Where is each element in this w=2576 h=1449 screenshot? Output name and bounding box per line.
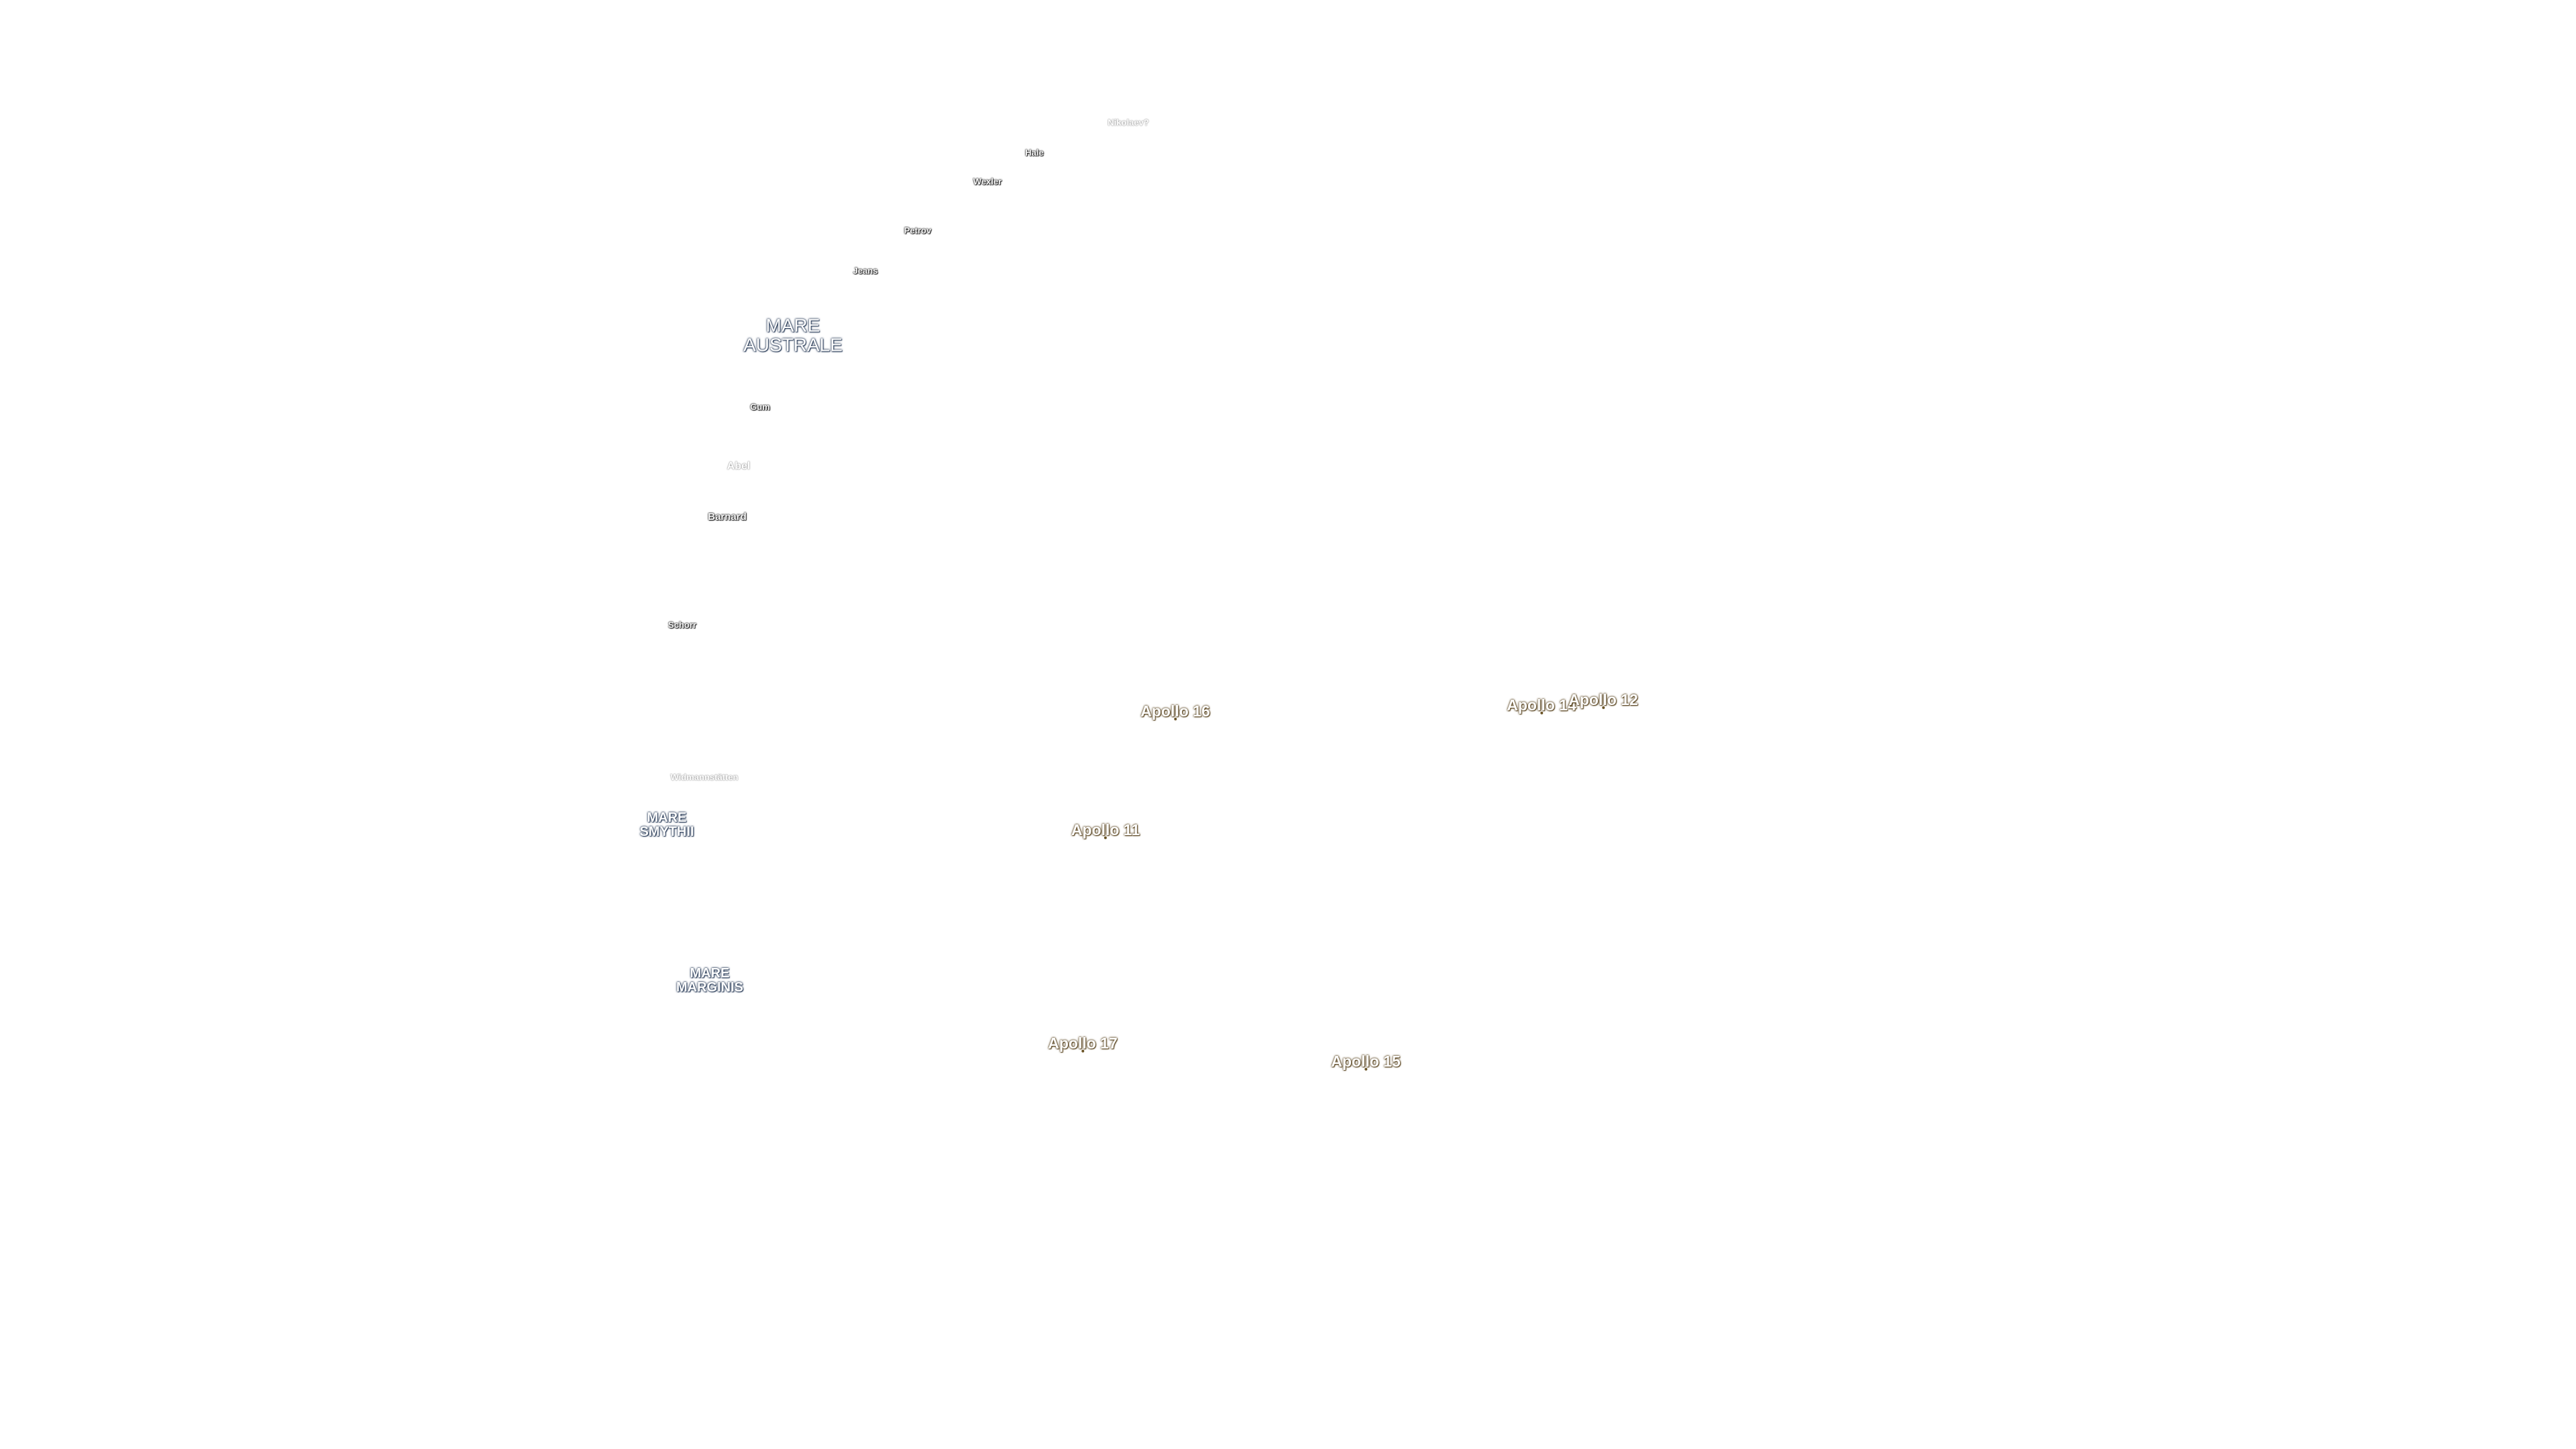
crater-label-barnard: Barnard [708,511,747,523]
crater-label-widmannstatten: Widmannstätten [670,772,739,783]
mare-label-smythii: MARE SMYTHII [639,810,694,839]
landing-site-label: Apollo 12 [1568,690,1638,708]
landing-site-marker [1104,837,1107,840]
landing-site-label: Apollo 17 [1048,1034,1118,1052]
landing-site-label: Apollo 11 [1071,820,1140,839]
crater-label-petrov: Petrov [904,225,932,236]
crater-label-nikolai: Nikolaev? [1108,117,1149,128]
landing-site-marker [1601,706,1605,710]
landing-site-marker [1540,712,1543,715]
landing-site-label: Apollo 16 [1140,702,1210,720]
crater-label-hale: Hale [1025,148,1044,158]
landing-site-apollo-14[interactable]: Apollo 14 [1507,696,1576,715]
landing-site-apollo-16[interactable]: Apollo 16 [1140,702,1210,721]
crater-label-schorr: Schorr [668,620,696,631]
landing-site-marker [1081,1050,1084,1053]
landing-site-marker [1173,718,1177,721]
landing-site-apollo-17[interactable]: Apollo 17 [1048,1035,1118,1053]
landing-site-label: Apollo 15 [1331,1052,1401,1070]
landing-site-apollo-11[interactable]: Apollo 11 [1071,820,1140,840]
landing-site-marker [1364,1068,1367,1071]
crater-label-wexler: Wexler [973,176,1002,187]
crater-label-gum: Gum [750,402,770,413]
mare-label-marginis: MARE MARGINIS [676,966,743,995]
landing-site-apollo-15[interactable]: Apollo 15 [1331,1053,1401,1071]
mare-label-australe: MARE AUSTRALE [743,315,843,356]
landing-site-apollo-12[interactable]: Apollo 12 [1568,690,1638,710]
crater-label-jeans: Jeans [853,266,878,276]
landing-site-label: Apollo 14 [1507,696,1576,714]
crater-label-abel: Abel [727,460,751,472]
